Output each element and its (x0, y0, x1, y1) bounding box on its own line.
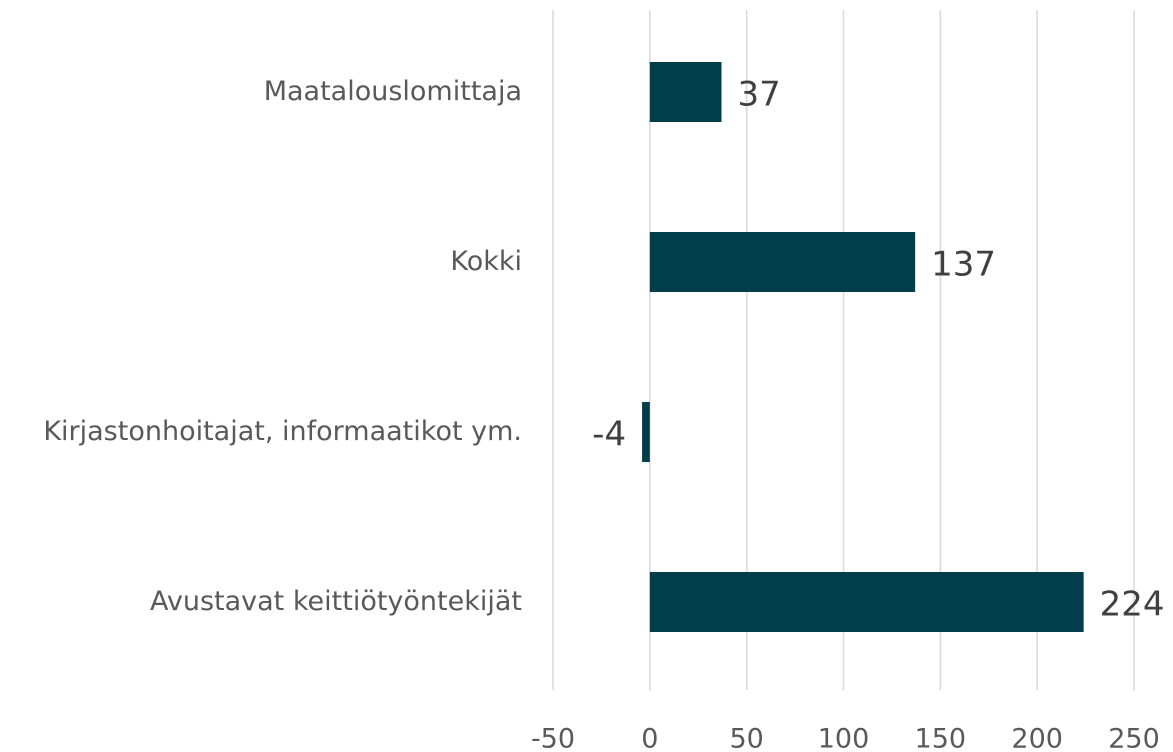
x-tick-label: 200 (1011, 724, 1063, 752)
value-label: -4 (592, 415, 626, 455)
x-tick-label: 100 (818, 724, 870, 752)
value-label: 137 (931, 245, 996, 285)
y-tick-label: Kokki (450, 246, 522, 277)
value-label: 224 (1100, 585, 1165, 625)
bar (649, 62, 722, 122)
bar (642, 402, 650, 462)
bar (649, 572, 1084, 632)
x-tick-label: 0 (641, 724, 658, 752)
y-tick-label: Kirjastonhoitajat, informaatikot ym. (43, 416, 522, 447)
x-tick-label: 150 (915, 724, 967, 752)
bar (649, 232, 916, 292)
value-label: 37 (737, 75, 780, 115)
y-tick-label: Avustavat keittiötyöntekijät (149, 586, 522, 617)
x-tick-label: -50 (531, 724, 575, 752)
x-tick-label: 250 (1108, 724, 1160, 752)
x-tick-label: 50 (729, 724, 763, 752)
y-tick-label: Maatalouslomittaja (263, 76, 522, 107)
